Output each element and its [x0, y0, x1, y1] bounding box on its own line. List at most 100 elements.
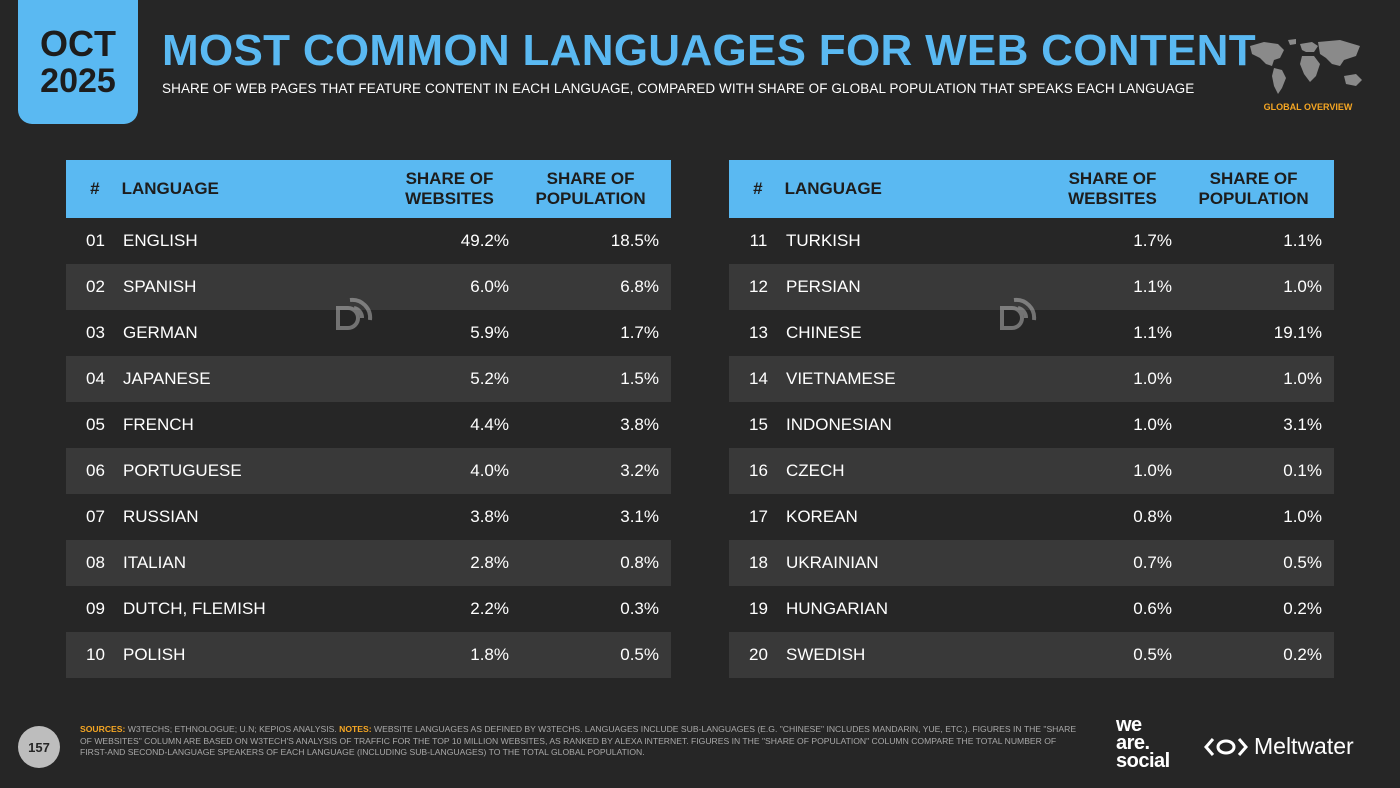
row-language: RUSSIAN: [123, 507, 199, 526]
row-share-population: 1.0%: [1283, 507, 1322, 526]
sources-notes: SOURCES: W3TECHS; ETHNOLOGUE; U.N; KEPIO…: [80, 724, 1080, 759]
row-num: 16: [749, 461, 768, 480]
table-row: 20 SWEDISH 0.5% 0.2%: [729, 632, 1334, 678]
row-language: PERSIAN: [786, 277, 861, 296]
row-num: 08: [86, 553, 105, 572]
table-row: 08 ITALIAN 2.8% 0.8%: [66, 540, 671, 586]
table-body: 01 ENGLISH 49.2% 18.5% 02 SPANISH 6.0% 6.8% 03 GE…: [66, 218, 671, 678]
we-are-social-logo: we are. social: [1116, 714, 1170, 771]
row-share-population: 0.2%: [1283, 645, 1322, 664]
row-num: 04: [86, 369, 105, 388]
header-language: LANGUAGE: [784, 179, 882, 198]
row-language: INDONESIAN: [786, 415, 892, 434]
row-language: UKRAINIAN: [786, 553, 879, 572]
row-share-websites: 0.8%: [1133, 507, 1172, 526]
row-share-websites: 1.0%: [1133, 461, 1172, 480]
row-share-websites: 4.4%: [470, 415, 509, 434]
table-row: 14 VIETNAMESE 1.0% 1.0%: [729, 356, 1334, 402]
row-num: 18: [749, 553, 768, 572]
row-share-population: 3.8%: [620, 415, 659, 434]
header-websites-line1: SHARE OF: [1068, 168, 1157, 188]
row-share-population: 0.5%: [1283, 553, 1322, 572]
page-title: MOST COMMON LANGUAGES FOR WEB CONTENT: [162, 26, 1256, 75]
datareportal-watermark-icon: [336, 297, 373, 330]
row-share-population: 1.0%: [1283, 277, 1322, 296]
row-num: 15: [749, 415, 768, 434]
row-language: ITALIAN: [123, 553, 186, 572]
row-share-websites: 3.8%: [470, 507, 509, 526]
sources-key: SOURCES:: [80, 724, 126, 734]
row-share-websites: 1.0%: [1133, 415, 1172, 434]
row-language: POLISH: [123, 645, 186, 664]
table-row: 02 SPANISH 6.0% 6.8%: [66, 264, 671, 310]
table-row: 13 CHINESE 1.1% 19.1%: [729, 310, 1334, 356]
header-websites-line1: SHARE OF: [405, 168, 494, 188]
row-num: 19: [749, 599, 768, 618]
datareportal-watermark-icon: [1000, 297, 1037, 330]
row-share-websites: 2.2%: [470, 599, 509, 618]
header-num: #: [753, 179, 763, 198]
header-population-line2: POPULATION: [535, 189, 646, 208]
header-language: LANGUAGE: [121, 179, 219, 198]
row-language: TURKISH: [786, 231, 861, 250]
table-body: 11 TURKISH 1.7% 1.1% 12 PERSIAN 1.1% 1.0% 13 CHIN…: [729, 218, 1334, 678]
row-share-websites: 0.6%: [1133, 599, 1172, 618]
row-num: 06: [86, 461, 105, 480]
row-share-population: 1.7%: [620, 323, 659, 342]
row-share-population: 0.8%: [620, 553, 659, 572]
table-row: 05 FRENCH 4.4% 3.8%: [66, 402, 671, 448]
row-share-websites: 1.0%: [1133, 369, 1172, 388]
row-share-websites: 2.8%: [470, 553, 509, 572]
languages-table-left: # LANGUAGE SHARE OF WEBSITES SHARE OF PO…: [66, 160, 671, 678]
header-population-line1: SHARE OF: [1209, 168, 1298, 188]
meltwater-mark-icon: [1204, 737, 1248, 756]
table-row: 03 GERMAN 5.9% 1.7%: [66, 310, 671, 356]
row-share-population: 3.1%: [1283, 415, 1322, 434]
row-share-websites: 0.5%: [1133, 645, 1172, 664]
row-language: DUTCH, FLEMISH: [123, 599, 266, 618]
row-share-population: 19.1%: [1273, 323, 1322, 342]
row-share-population: 0.2%: [1283, 599, 1322, 618]
row-share-websites: 1.8%: [470, 645, 509, 664]
header-websites-line2: WEBSITES: [405, 189, 494, 208]
table-row: 11 TURKISH 1.7% 1.1%: [729, 218, 1334, 264]
table-row: 18 UKRAINIAN 0.7% 0.5%: [729, 540, 1334, 586]
page-number: 157: [18, 726, 60, 768]
header-websites: SHARE OF WEBSITES: [379, 169, 520, 210]
table-row: 09 DUTCH, FLEMISH 2.2% 0.3%: [66, 586, 671, 632]
row-language: KOREAN: [786, 507, 858, 526]
row-share-population: 6.8%: [620, 277, 659, 296]
table-header: # LANGUAGE SHARE OF WEBSITES SHARE OF PO…: [66, 160, 671, 218]
table-row: 07 RUSSIAN 3.8% 3.1%: [66, 494, 671, 540]
row-num: 14: [749, 369, 768, 388]
world-map-icon: [1250, 39, 1362, 94]
header-num: #: [90, 179, 100, 198]
row-share-population: 3.2%: [620, 461, 659, 480]
notes-key: NOTES:: [339, 724, 372, 734]
row-num: 02: [86, 277, 105, 296]
row-share-websites: 49.2%: [460, 231, 509, 250]
table-row: 19 HUNGARIAN 0.6% 0.2%: [729, 586, 1334, 632]
row-num: 05: [86, 415, 105, 434]
row-language: CZECH: [786, 461, 845, 480]
row-share-websites: 1.7%: [1133, 231, 1172, 250]
row-share-websites: 5.9%: [470, 323, 509, 342]
row-language: HUNGARIAN: [786, 599, 889, 618]
page-subtitle: SHARE OF WEB PAGES THAT FEATURE CONTENT …: [162, 81, 1195, 96]
meltwater-wordmark: Meltwater: [1254, 733, 1354, 759]
row-share-population: 0.3%: [620, 599, 659, 618]
languages-table-right: # LANGUAGE SHARE OF WEBSITES SHARE OF PO…: [729, 160, 1334, 678]
row-language: SWEDISH: [786, 645, 866, 664]
row-num: 01: [86, 231, 105, 250]
row-language: CHINESE: [786, 323, 862, 342]
header-population-line2: POPULATION: [1198, 189, 1309, 208]
row-language: VIETNAMESE: [786, 369, 896, 388]
meltwater-logo: Meltwater: [1204, 733, 1354, 760]
row-share-population: 3.1%: [620, 507, 659, 526]
row-num: 20: [749, 645, 768, 664]
logo-line-1: we: [1116, 714, 1142, 736]
date-badge: OCT 2025: [18, 0, 138, 124]
header-population-line1: SHARE OF: [546, 168, 635, 188]
row-share-websites: 5.2%: [470, 369, 509, 388]
header-population: SHARE OF POPULATION: [510, 169, 671, 210]
